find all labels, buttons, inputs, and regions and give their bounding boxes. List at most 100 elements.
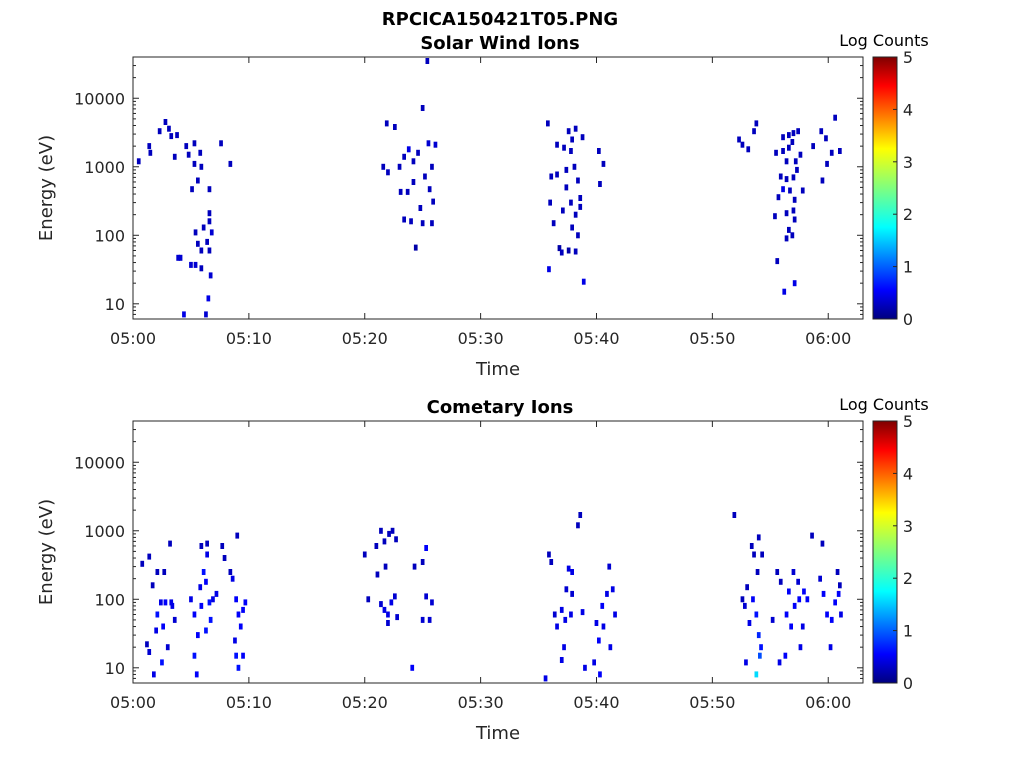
heatmap-cell: [178, 254, 183, 261]
heatmap-cell: [395, 614, 399, 621]
colorbar-tick-label: 5: [903, 48, 913, 67]
heatmap-cell: [145, 641, 149, 648]
x-tick-label: 05:10: [226, 693, 272, 712]
heatmap-cell: [566, 247, 571, 254]
heatmap-cell: [754, 611, 759, 618]
heatmap-cell: [790, 139, 795, 145]
heatmap-cell: [241, 606, 245, 613]
colorbar-tick-label: 0: [903, 674, 913, 693]
heatmap-cell: [744, 659, 748, 666]
plot-frame: [132, 420, 864, 684]
x-tick-label: 05:50: [689, 693, 735, 712]
heatmap-cell: [563, 616, 568, 623]
heatmap-cell: [169, 599, 174, 606]
heatmap-cell: [172, 153, 177, 160]
heatmap-cell: [775, 258, 780, 265]
heatmap-cell: [204, 311, 208, 318]
solar-wind-panel: Solar Wind Ions 05:00 05:10 05:20 05:30 05:4…: [36, 31, 929, 380]
heatmap-cell: [752, 551, 756, 558]
x-axis-label: Time: [475, 723, 520, 744]
heatmap-cell: [366, 596, 371, 603]
heatmap-cell: [576, 232, 580, 239]
colorbar-gradient: [872, 420, 898, 684]
heatmap-cell: [549, 173, 554, 180]
heatmap-cell: [379, 527, 383, 534]
heatmap-cell: [169, 133, 174, 140]
heatmap-cell: [402, 153, 406, 160]
heatmap-cell: [192, 140, 197, 147]
heatmap-cell: [573, 125, 578, 132]
x-tick-label: 05:40: [573, 693, 619, 712]
heatmap-cell: [805, 596, 810, 603]
heatmap-cell: [199, 163, 204, 170]
heatmap-cell: [243, 599, 248, 606]
heatmap-cell: [390, 527, 395, 534]
heatmap-cell: [743, 602, 747, 609]
heatmap-cell: [802, 588, 806, 595]
plot-frame: [132, 56, 864, 320]
heatmap-cell: [829, 616, 834, 623]
y-ticks: 10 100 1000 10000: [74, 420, 863, 684]
heatmap-cell: [170, 602, 175, 609]
heatmap-cell: [578, 195, 583, 201]
heatmap-cell: [838, 582, 842, 589]
heatmap-cell: [835, 569, 840, 575]
x-tick-label: 06:00: [805, 329, 851, 348]
heatmap-cell: [389, 599, 394, 606]
heatmap-cell: [839, 611, 843, 618]
heatmap-cell: [147, 649, 152, 655]
heatmap-cell: [162, 569, 167, 575]
panel-title-cometary: Cometary Ions: [427, 397, 574, 418]
heatmap-cell: [207, 186, 212, 193]
heatmap-cell: [420, 220, 425, 227]
heatmap-cell: [430, 220, 434, 227]
heatmap-cell: [163, 119, 168, 125]
colorbar-tick-label: 0: [903, 310, 913, 329]
colorbar-label: Log Counts: [839, 395, 929, 414]
heatmap-cell: [608, 644, 613, 651]
heatmap-cell: [566, 128, 571, 135]
heatmap-cell: [774, 149, 778, 156]
colorbar-label: Log Counts: [839, 31, 929, 50]
colorbar-tick-label: 2: [903, 569, 913, 588]
heatmap-cell: [204, 627, 208, 634]
heatmap-cell: [387, 530, 391, 537]
heatmap-cell: [754, 120, 759, 127]
heatmap-cell: [600, 602, 605, 609]
heatmap-cell: [561, 207, 565, 214]
heatmap-cell: [199, 543, 204, 549]
heatmap-cell: [597, 637, 601, 644]
heatmap-cell: [759, 644, 763, 651]
heatmap-cell: [426, 140, 431, 147]
y-tick-label: 100: [94, 590, 125, 609]
heatmap-cell: [198, 584, 203, 591]
heatmap-cell: [147, 553, 152, 560]
heatmap-cell: [825, 160, 829, 167]
heatmap-cell: [236, 611, 241, 618]
heatmap-cell: [838, 148, 842, 154]
heatmap-cell: [193, 229, 198, 236]
heatmap-cell: [788, 187, 792, 194]
heatmap-cell: [409, 218, 413, 225]
heatmap-cell: [412, 563, 417, 570]
heatmap-cell: [791, 207, 796, 214]
heatmap-cell: [201, 224, 206, 231]
heatmap-cell: [573, 248, 578, 255]
heatmap-cell: [792, 280, 797, 287]
cometary-heatmap: [140, 512, 843, 682]
heatmap-cell: [555, 623, 559, 630]
y-tick-label: 1000: [84, 522, 125, 541]
heatmap-cell: [570, 136, 574, 143]
heatmap-cell: [572, 163, 577, 170]
colorbar-tick-label: 3: [903, 517, 913, 536]
x-tick-label: 06:00: [805, 693, 851, 712]
heatmap-cell: [800, 187, 805, 194]
heatmap-cell: [784, 176, 789, 183]
heatmap-cell: [828, 644, 833, 651]
heatmap-cell: [559, 606, 564, 613]
y-axis-label: Energy (eV): [36, 135, 57, 241]
heatmap-cell: [199, 602, 204, 609]
heatmap-cell: [820, 540, 825, 547]
heatmap-cell: [784, 158, 789, 165]
